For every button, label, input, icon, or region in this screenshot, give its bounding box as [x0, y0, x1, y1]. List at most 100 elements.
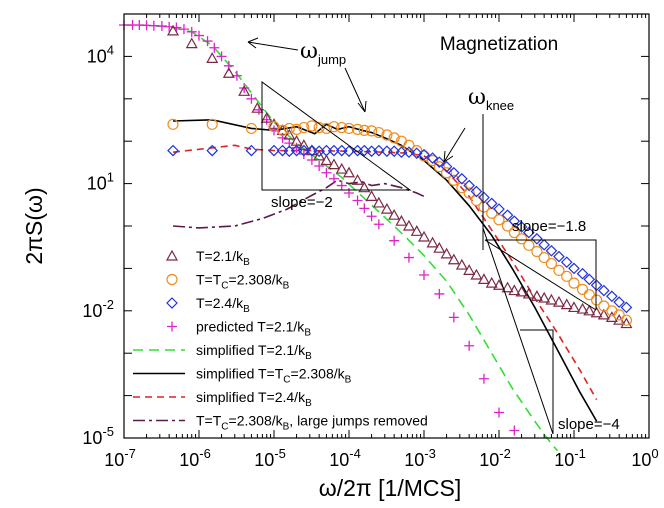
triangle-marker	[538, 291, 551, 303]
triangle-marker	[267, 118, 281, 129]
diamond-marker	[470, 185, 483, 198]
diamond-marker	[306, 144, 318, 157]
slope-minus-1-8-triangle	[484, 239, 597, 311]
diamond-marker	[403, 146, 415, 159]
diamond-marker	[568, 262, 580, 275]
diamond-marker	[606, 290, 618, 303]
circle-marker	[403, 139, 415, 151]
slope-minus-2-triangle	[261, 81, 412, 191]
slope-minus-2-label: slope=−2	[271, 194, 333, 211]
legend-item: simplified T=2.1/kB	[133, 342, 312, 362]
plus-marker	[389, 235, 400, 246]
series-line	[172, 179, 425, 229]
triangle-marker	[395, 214, 408, 226]
plus-marker	[202, 36, 213, 47]
diamond-marker	[620, 301, 633, 314]
circle-marker	[508, 226, 520, 239]
diamond-marker	[456, 172, 468, 185]
chart-title: Magnetization	[440, 34, 558, 55]
triangle-marker	[560, 298, 573, 310]
triangle-marker	[342, 166, 356, 178]
circle-marker	[358, 124, 370, 136]
x-tick-label: 10-1	[554, 446, 586, 470]
legend-item: T=2.4/kB	[166, 295, 250, 315]
plus-marker	[178, 24, 189, 35]
plus-marker	[314, 161, 325, 172]
triangle-marker	[620, 317, 633, 329]
triangle-marker	[590, 306, 603, 318]
diamond-marker	[433, 156, 446, 169]
triangle-marker	[402, 219, 415, 231]
plus-marker	[194, 30, 204, 41]
circle-marker	[448, 174, 460, 186]
triangle-marker	[455, 258, 468, 270]
triangle-marker	[463, 264, 476, 275]
diamond-marker	[388, 145, 401, 158]
diamond-marker	[167, 144, 179, 157]
circle-marker	[306, 120, 318, 132]
diamond-marker	[440, 160, 453, 173]
triangle-marker	[477, 273, 490, 285]
triangle-marker	[365, 190, 378, 201]
triangle-marker	[552, 295, 565, 307]
triangle-marker	[433, 241, 446, 253]
circle-marker	[553, 264, 565, 276]
arrow-omega-knee	[443, 127, 466, 163]
triangle-marker	[447, 253, 460, 265]
triangle-marker	[335, 162, 348, 174]
x-tick-label: 10-6	[179, 446, 211, 470]
circle-marker	[328, 121, 340, 133]
triangle-marker	[417, 230, 431, 242]
legend-label: T=TC=2.308/kB, large jumps removed	[196, 413, 428, 433]
omega-jump-label: ωjump	[300, 39, 346, 67]
circle-marker	[320, 122, 333, 135]
slope-minus-4-triangle	[482, 227, 554, 435]
circle-marker	[167, 118, 179, 130]
circle-marker	[515, 233, 528, 245]
triangle-marker	[515, 285, 528, 297]
plus-marker	[434, 288, 445, 299]
circle-marker	[276, 124, 289, 136]
triangle-marker	[351, 174, 364, 185]
circle-marker	[576, 283, 589, 295]
circle-marker	[283, 122, 295, 135]
circle-marker	[206, 118, 218, 130]
x-tick-label: 10-4	[329, 446, 361, 470]
diamond-marker	[166, 297, 178, 309]
diamond-marker	[590, 279, 603, 292]
triangle-marker	[597, 308, 610, 320]
diamond-marker	[478, 191, 490, 204]
series-layer	[119, 20, 633, 452]
diamond-marker	[328, 144, 340, 157]
triangle-marker	[283, 128, 296, 140]
arrow-omega-jump-to-peak	[247, 41, 299, 51]
triangle-marker	[185, 37, 198, 49]
plus-marker	[494, 407, 504, 418]
legend-label: T=2.4/kB	[196, 295, 250, 315]
diamond-marker	[545, 244, 558, 257]
triangle-marker	[567, 301, 581, 313]
circle-marker	[493, 214, 505, 226]
circle-marker	[433, 161, 445, 173]
triangle-marker	[372, 196, 385, 208]
triangle-marker	[238, 85, 251, 96]
diamond-marker	[531, 232, 543, 245]
plus-marker	[352, 195, 363, 206]
series-8	[172, 179, 425, 229]
circle-marker	[290, 123, 303, 135]
diamond-marker	[410, 147, 423, 160]
circle-marker	[568, 277, 580, 289]
triangle-marker	[576, 302, 589, 314]
arrowhead	[357, 100, 367, 113]
plus-marker	[359, 203, 370, 214]
circle-marker	[620, 314, 633, 326]
diamond-marker	[485, 197, 498, 210]
diamond-marker	[206, 144, 219, 157]
triangle-marker	[260, 111, 273, 123]
legend-label: simplified T=2.1/kB	[196, 342, 312, 362]
omega-knee-label: ωknee	[468, 85, 514, 113]
triangle-marker	[583, 304, 596, 316]
circle-marker	[343, 122, 355, 135]
triangle-marker	[165, 249, 179, 261]
